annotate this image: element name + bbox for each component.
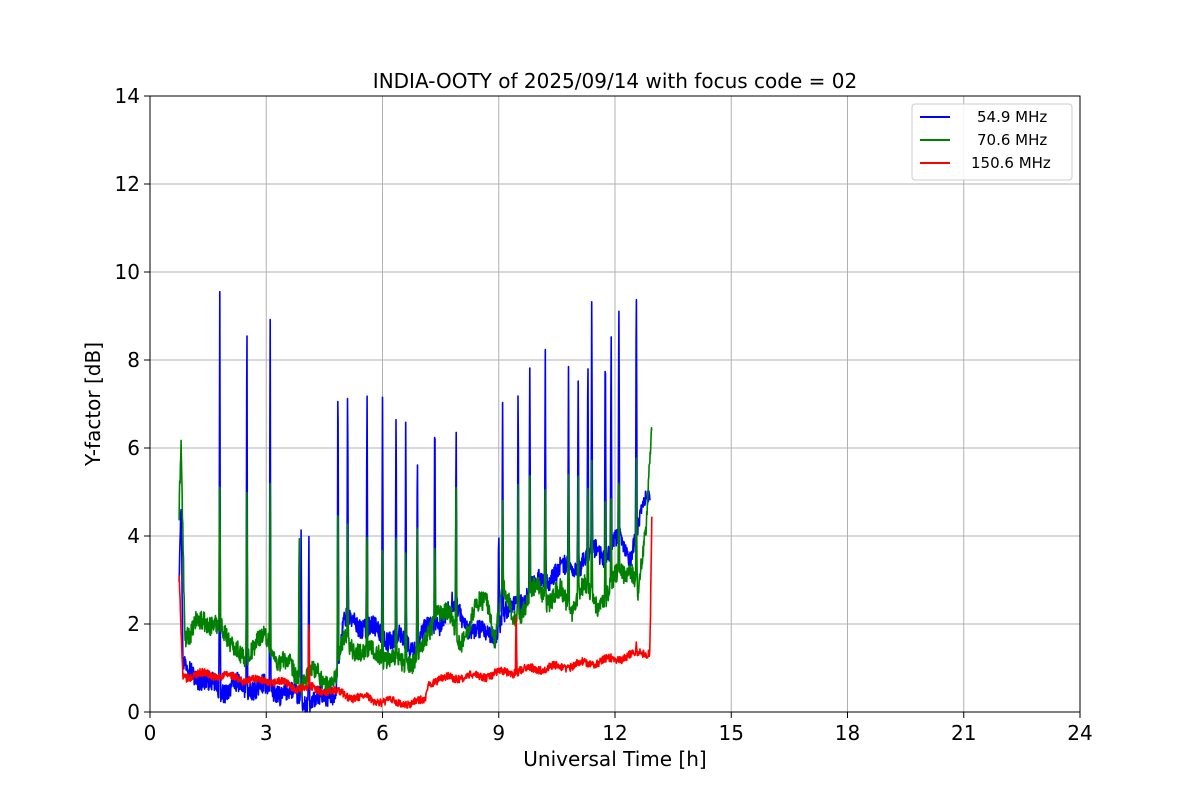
x-tick-label: 15	[719, 721, 744, 745]
legend-label-70-6-mhz: 70.6 MHz	[977, 131, 1047, 149]
y-tick-label: 2	[127, 612, 140, 636]
y-tick-label: 10	[115, 260, 140, 284]
x-tick-label: 24	[1067, 721, 1092, 745]
chart-title: INDIA-OOTY of 2025/09/14 with focus code…	[373, 69, 857, 93]
y-tick-label: 12	[115, 172, 140, 196]
y-tick-label: 6	[127, 436, 140, 460]
y-tick-label: 4	[127, 524, 140, 548]
legend-label-150-6-mhz: 150.6 MHz	[971, 154, 1051, 172]
x-tick-label: 18	[835, 721, 860, 745]
x-axis-label: Universal Time [h]	[523, 747, 706, 771]
legend-box	[911, 103, 1073, 181]
y-axis-label: Y-factor [dB]	[81, 342, 105, 467]
y-tick-label: 8	[127, 348, 140, 372]
series-layer	[178, 290, 653, 713]
legend: 54.9 MHz 70.6 MHz 150.6 MHz	[911, 103, 1073, 181]
x-tick-label: 9	[492, 721, 505, 745]
x-tick-label: 12	[602, 721, 627, 745]
y-tick-label: 14	[115, 84, 140, 108]
x-tick-label: 21	[951, 721, 976, 745]
series-line-70-6-mhz	[178, 426, 653, 697]
x-tick-label: 3	[260, 721, 273, 745]
series-line-54-9-mhz	[178, 290, 651, 713]
legend-label-54-9-mhz: 54.9 MHz	[977, 108, 1047, 126]
y-tick-label: 0	[127, 700, 140, 724]
x-tick-label: 6	[376, 721, 389, 745]
series-line-150-6-mhz	[178, 516, 653, 709]
x-tick-label: 0	[144, 721, 157, 745]
